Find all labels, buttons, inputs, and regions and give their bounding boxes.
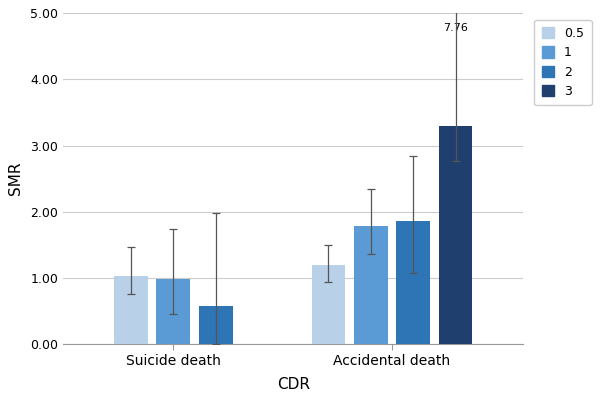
Bar [114,276,148,344]
X-axis label: CDR: CDR [277,377,310,392]
Bar [396,221,430,344]
Bar [199,306,233,344]
Legend: 0.5, 1, 2, 3: 0.5, 1, 2, 3 [534,20,592,105]
Bar [311,265,346,344]
Bar [354,226,388,344]
Bar [439,126,472,344]
Text: 7.76: 7.76 [443,23,468,33]
Bar [156,279,190,344]
Y-axis label: SMR: SMR [8,162,23,195]
